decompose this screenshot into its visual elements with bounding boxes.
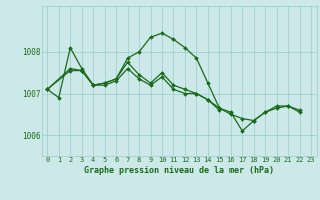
X-axis label: Graphe pression niveau de la mer (hPa): Graphe pression niveau de la mer (hPa) xyxy=(84,166,274,175)
